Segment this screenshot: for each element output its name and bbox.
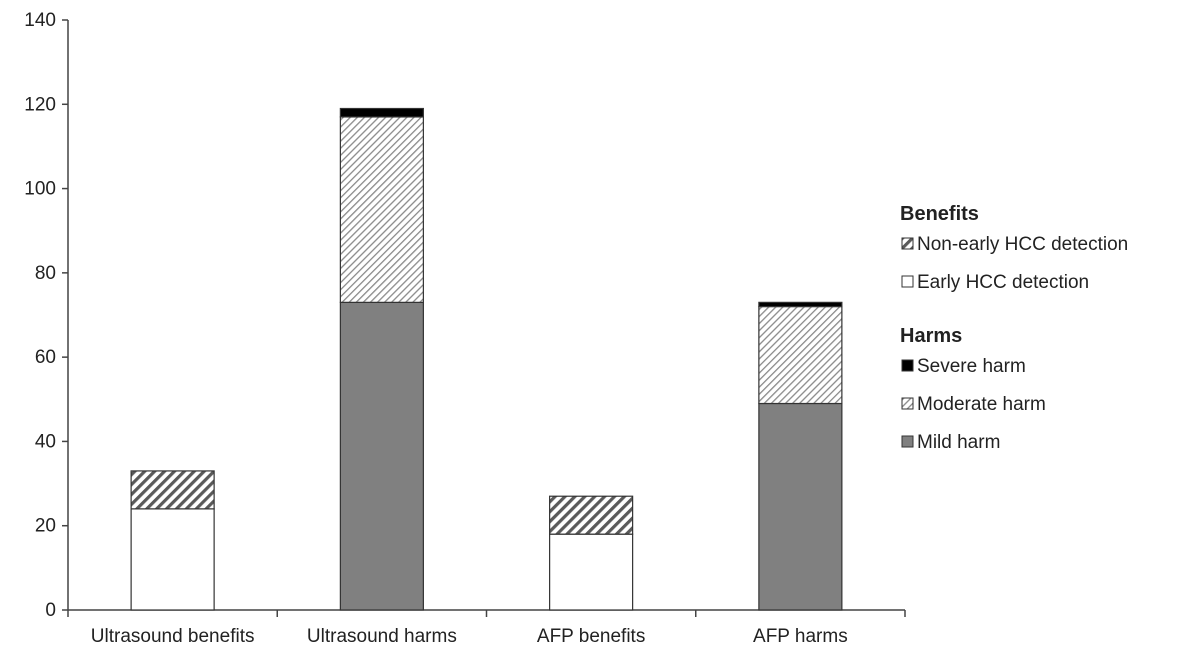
y-tick-label: 120 <box>24 94 56 115</box>
x-tick-label: AFP harms <box>753 626 848 647</box>
bar-segment-moderate-harm <box>758 305 843 405</box>
legend-swatch <box>901 435 914 448</box>
y-tick-label: 60 <box>35 347 56 368</box>
bar-segment-early-hcc-detection <box>549 533 634 611</box>
y-tick-label: 80 <box>35 263 56 284</box>
legend-heading: Benefits <box>900 203 979 225</box>
y-tick-label: 0 <box>45 600 56 621</box>
bar-segment-early-hcc-detection <box>130 508 215 611</box>
bar-segment-mild-harm <box>339 301 424 611</box>
legend-label: Early HCC detection <box>917 272 1089 293</box>
bar-segment-non-early-hcc-detection <box>549 495 634 535</box>
plot-area: 0 20 40 60 80 100 120 140 Ultrasound benefits Ult… <box>24 10 906 647</box>
legend-heading: Harms <box>900 325 962 347</box>
legend-label: Moderate harm <box>917 394 1046 415</box>
x-tick-label: AFP benefits <box>537 626 645 647</box>
bar-segment-severe-harm <box>339 107 424 118</box>
legend-label: Mild harm <box>917 432 1000 453</box>
legend-swatch <box>901 237 914 250</box>
bar-segment-non-early-hcc-detection <box>130 470 215 510</box>
legend-swatch <box>901 275 914 288</box>
bar-segment-mild-harm <box>758 402 843 611</box>
legend-label: Severe harm <box>917 356 1026 377</box>
bar-segment-moderate-harm <box>339 116 424 303</box>
x-tick-label: Ultrasound harms <box>307 626 457 647</box>
x-tick-label: Ultrasound benefits <box>91 626 255 647</box>
bar-segment-severe-harm <box>758 301 843 308</box>
legend-swatch <box>901 359 914 372</box>
legend: Benefits Non-early HCC detection Early HCC… <box>900 203 1128 453</box>
legend-label: Non-early HCC detection <box>917 234 1128 255</box>
y-tick-label: 20 <box>35 516 56 537</box>
y-tick-label: 140 <box>24 10 56 31</box>
y-tick-label: 40 <box>35 431 56 452</box>
legend-swatch <box>901 397 914 410</box>
y-tick-label: 100 <box>24 179 56 200</box>
